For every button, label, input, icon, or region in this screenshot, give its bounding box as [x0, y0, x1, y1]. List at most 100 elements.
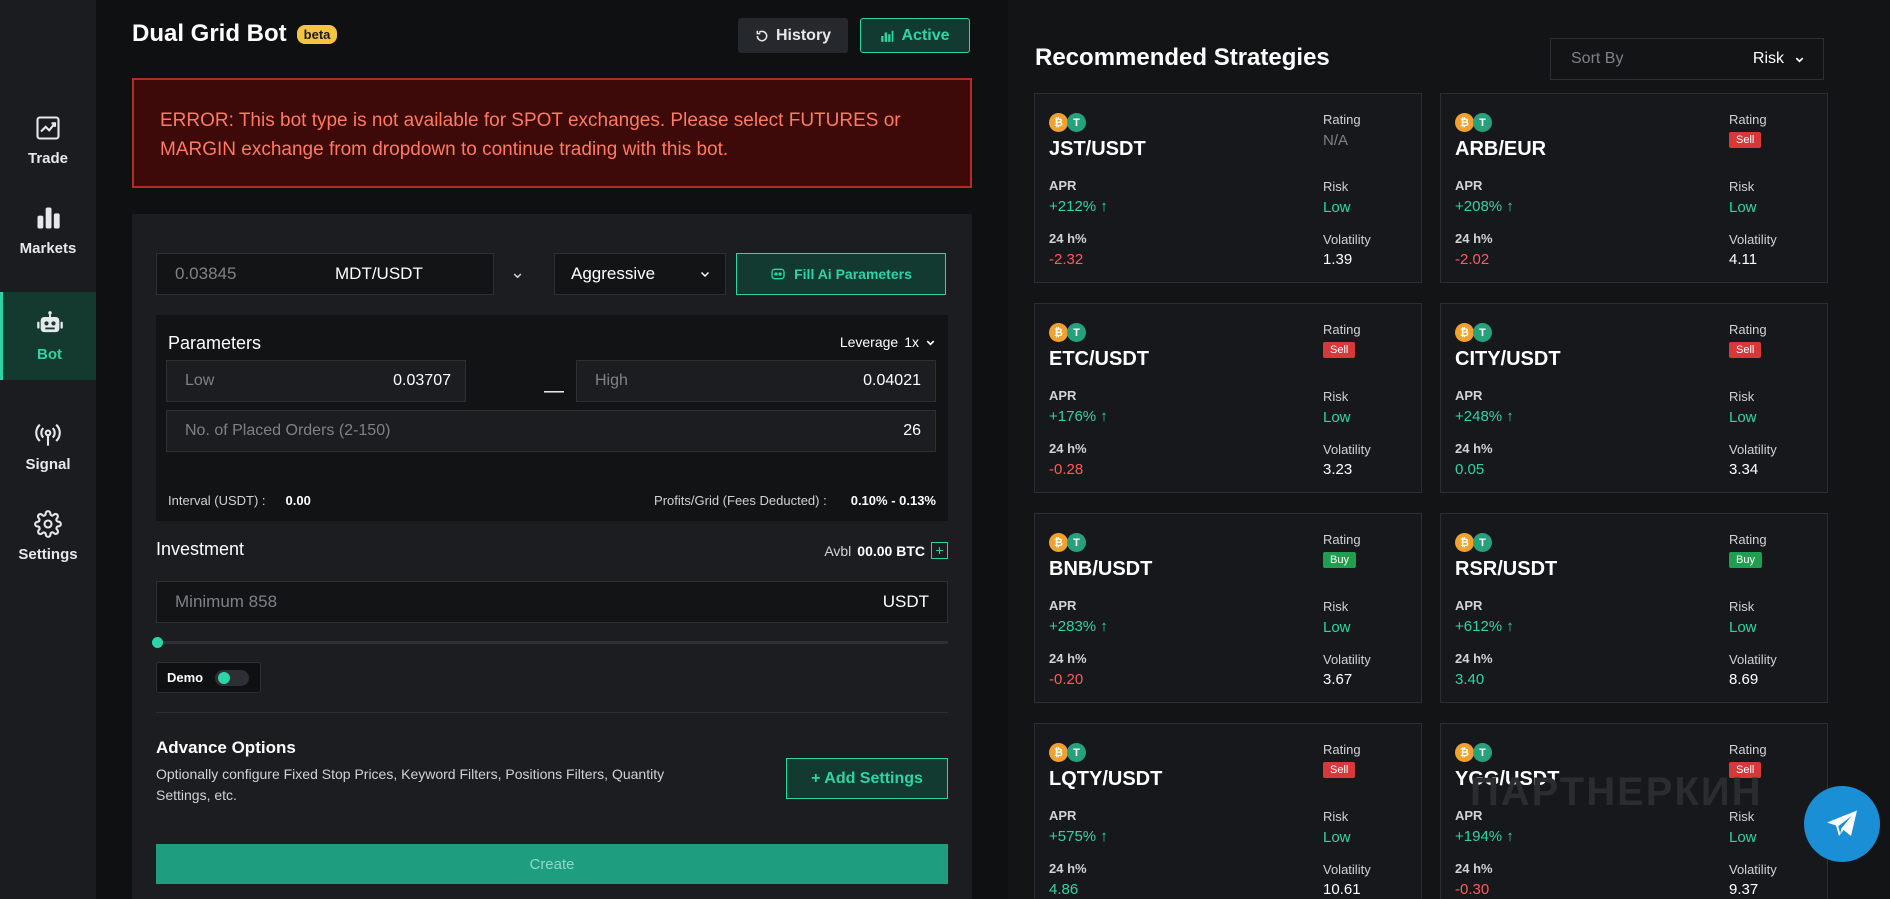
card-pair: BNB/USDT: [1049, 558, 1153, 580]
fill-ai-label: Fill Ai Parameters: [794, 266, 912, 282]
create-button[interactable]: Create: [156, 844, 948, 884]
telegram-button[interactable]: [1804, 786, 1880, 862]
bot-config-panel: Dual Grid Bot beta History Active ERROR:…: [96, 0, 1008, 899]
h24-value: 0.05: [1455, 461, 1485, 478]
sidebar-item-markets[interactable]: Markets: [0, 186, 96, 274]
investment-slider-thumb[interactable]: [152, 637, 163, 648]
demo-toggle-container: Demo: [156, 662, 261, 693]
apr-value-wrap: +283% ↑: [1049, 618, 1108, 635]
demo-toggle[interactable]: [215, 669, 250, 686]
chevron-down-icon[interactable]: ⌄: [510, 262, 526, 282]
strategy-card[interactable]: ₿ T CITY/USDT APR +248% ↑ 24 h% 0.05 Rat…: [1440, 303, 1828, 493]
risk-label: Risk: [1729, 809, 1755, 824]
advance-options-description: Optionally configure Fixed Stop Prices, …: [156, 766, 665, 803]
profit-value: 0.10% - 0.13%: [850, 493, 936, 508]
card-pair: CITY/USDT: [1455, 348, 1561, 370]
strategy-card[interactable]: ₿ T LQTY/USDT APR +575% ↑ 24 h% 4.86 Rat…: [1034, 723, 1422, 899]
interval-value: 0.00: [285, 493, 311, 508]
card-pair: JST/USDT: [1049, 138, 1146, 160]
available-balance: Avbl 00.00 BTC +: [824, 542, 948, 559]
low-price-field[interactable]: Low 0.03707: [166, 360, 466, 402]
sidebar-item-label: Signal: [25, 455, 71, 473]
sidebar-item-signal[interactable]: Signal: [0, 402, 96, 490]
rating-label: Rating: [1323, 322, 1361, 337]
h24-label: 24 h%: [1455, 861, 1493, 876]
coin-icons: ₿ T: [1049, 323, 1086, 342]
range-dash: —: [544, 380, 564, 402]
strategy-card[interactable]: ₿ T RSR/USDT APR +612% ↑ 24 h% 3.40 Rati…: [1440, 513, 1828, 703]
avbl-label: Avbl: [824, 542, 852, 559]
volatility-label: Volatility: [1323, 652, 1371, 667]
tether-icon: T: [1473, 743, 1492, 762]
low-label: Low: [185, 372, 215, 389]
risk-label: Risk: [1323, 809, 1349, 824]
investment-input[interactable]: Minimum 858 USDT: [156, 581, 948, 623]
mode-select[interactable]: Aggressive: [554, 253, 726, 295]
sidebar-item-label: Settings: [18, 545, 78, 563]
telegram-icon: [1827, 810, 1857, 836]
history-icon: [756, 30, 768, 41]
apr-value: +575%: [1049, 828, 1097, 845]
h24-value: -0.28: [1049, 461, 1084, 478]
arrow-up-icon: ↑: [1506, 408, 1514, 425]
orders-field[interactable]: No. of Placed Orders (2-150) 26: [166, 410, 936, 452]
bitcoin-icon: ₿: [1049, 323, 1068, 342]
high-value: 0.04021: [863, 372, 921, 389]
fill-ai-parameters-button[interactable]: Fill Ai Parameters: [736, 253, 946, 295]
bitcoin-icon: ₿: [1455, 113, 1474, 132]
strategy-card[interactable]: ₿ T BNB/USDT APR +283% ↑ 24 h% -0.20 Rat…: [1034, 513, 1422, 703]
volatility-label: Volatility: [1729, 232, 1777, 247]
profit-info: Profits/Grid (Fees Deducted) : 0.10% - 0.…: [654, 493, 936, 508]
investment-placeholder: Minimum 858: [175, 592, 278, 611]
apr-value-wrap: +208% ↑: [1455, 198, 1514, 215]
bitcoin-icon: ₿: [1455, 533, 1474, 552]
sidebar-item-trade[interactable]: Trade: [0, 96, 96, 184]
demo-label: Demo: [167, 670, 204, 685]
apr-value: +612%: [1455, 618, 1503, 635]
trade-chart-icon: [36, 115, 60, 140]
beta-badge: beta: [296, 24, 338, 44]
apr-value: +212%: [1049, 198, 1097, 215]
rating-badge: Sell: [1729, 132, 1762, 148]
risk-value: Low: [1729, 199, 1757, 216]
strategy-card[interactable]: ₿ T ETC/USDT APR +176% ↑ 24 h% -0.28 Rat…: [1034, 303, 1422, 493]
card-pair: RSR/USDT: [1455, 558, 1558, 580]
h24-value: -2.32: [1049, 251, 1084, 268]
tether-icon: T: [1067, 743, 1086, 762]
apr-label: APR: [1455, 808, 1483, 823]
tether-icon: T: [1473, 533, 1492, 552]
leverage-select[interactable]: Leverage 1x: [840, 334, 936, 350]
volatility-value: 8.69: [1729, 671, 1759, 688]
parameters-title: Parameters: [168, 333, 262, 353]
volatility-value: 10.61: [1323, 881, 1361, 898]
risk-label: Risk: [1323, 599, 1349, 614]
strategy-card[interactable]: ₿ T ARB/EUR APR +208% ↑ 24 h% -2.02 Rati…: [1440, 93, 1828, 283]
pair-price-input[interactable]: 0.03845 MDT/USDT: [156, 253, 494, 295]
add-funds-icon[interactable]: +: [931, 542, 948, 559]
sort-select[interactable]: Sort By Risk: [1550, 38, 1824, 80]
volatility-label: Volatility: [1323, 442, 1371, 457]
strategy-card[interactable]: ₿ T JST/USDT APR +212% ↑ 24 h% -2.32 Rat…: [1034, 93, 1422, 283]
risk-value: Low: [1729, 829, 1757, 846]
high-price-field[interactable]: High 0.04021: [576, 360, 936, 402]
leverage-value: 1x: [904, 334, 919, 350]
sidebar: Trade Markets Bot Signal Settings: [0, 0, 96, 899]
rating-badge: Buy: [1323, 552, 1356, 568]
sidebar-item-settings[interactable]: Settings: [0, 492, 96, 580]
arrow-up-icon: ↑: [1506, 198, 1514, 215]
risk-value: Low: [1323, 829, 1351, 846]
active-button[interactable]: Active: [860, 18, 970, 53]
rating-label: Rating: [1729, 112, 1767, 127]
investment-slider-track[interactable]: [156, 641, 948, 644]
history-label: History: [775, 26, 832, 44]
apr-value: +176%: [1049, 408, 1097, 425]
strategy-card[interactable]: ₿ T YGG/USDT APR +194% ↑ 24 h% -0.30 Rat…: [1440, 723, 1828, 899]
bitcoin-icon: ₿: [1455, 743, 1474, 762]
sort-label: Sort By: [1571, 50, 1624, 67]
history-button[interactable]: History: [738, 18, 848, 53]
sidebar-item-bot[interactable]: Bot: [0, 292, 96, 380]
volatility-value: 3.67: [1323, 671, 1353, 688]
add-settings-button[interactable]: + Add Settings: [786, 758, 948, 799]
card-pair: LQTY/USDT: [1049, 768, 1163, 790]
tether-icon: T: [1067, 113, 1086, 132]
